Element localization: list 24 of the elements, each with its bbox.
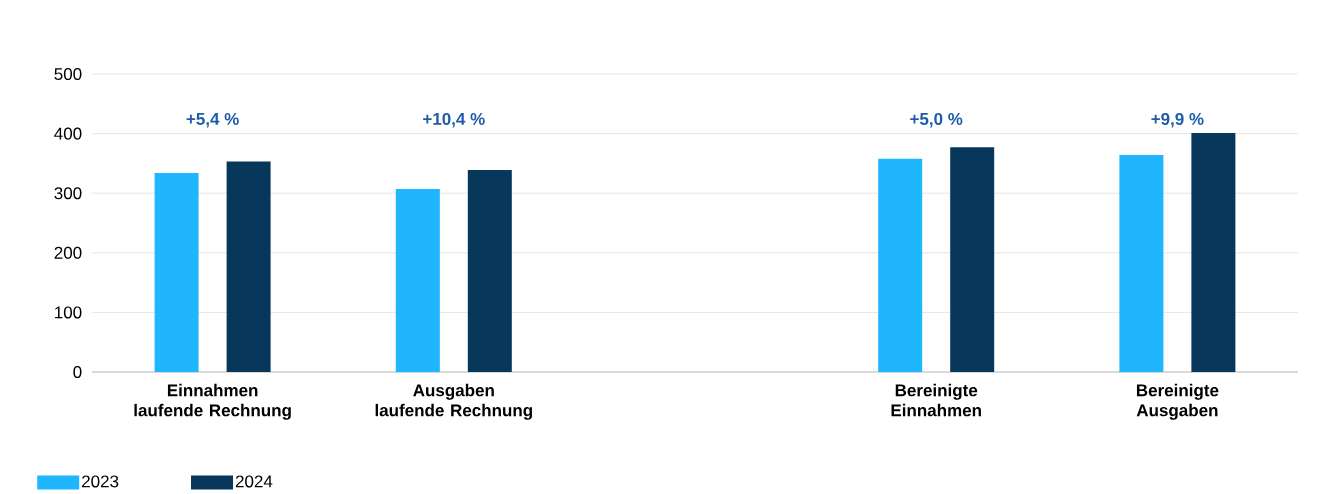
y-tick-label: 100	[55, 306, 82, 319]
y-tick-label: 500	[54, 68, 82, 81]
bar	[226, 161, 271, 373]
bar	[950, 147, 995, 373]
bar	[878, 158, 923, 373]
y-tick-label: 300	[54, 187, 82, 200]
x-tick-label: Bereinigte Einnahmen	[891, 383, 981, 417]
annotation: +5,0 %	[910, 113, 963, 128]
x-tick-label: Bereinigte Ausgaben	[1136, 383, 1219, 420]
y-tick-label: 0	[73, 366, 82, 379]
legend-label: 2023	[82, 475, 119, 488]
legend-label: 2024	[235, 475, 273, 488]
bar	[467, 170, 512, 373]
y-tick-label: 200	[54, 246, 82, 259]
bar	[1191, 133, 1236, 373]
x-tick-label: Einnahmen laufende Rechnung	[134, 383, 291, 420]
y-tick-label: 400	[54, 127, 82, 140]
x-tick-label: Ausgaben laufende Rechnung	[375, 383, 533, 420]
bar	[154, 173, 199, 373]
bar	[395, 189, 440, 373]
annotation: +9,9 %	[1151, 113, 1204, 128]
annotation: +10,4 %	[423, 113, 485, 128]
annotation: +5,4 %	[186, 113, 239, 128]
bar	[1119, 155, 1164, 373]
